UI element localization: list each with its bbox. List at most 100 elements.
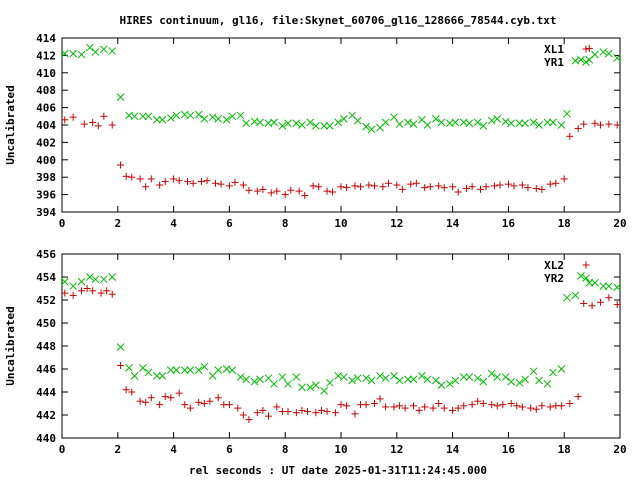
top-xl1-point <box>591 119 599 127</box>
marker-stroke <box>91 48 100 56</box>
bottom-xl2-point <box>415 406 423 414</box>
top-yr1-point <box>423 121 432 129</box>
top-yr1-point <box>99 45 108 54</box>
top-yr1-point <box>292 119 301 128</box>
bottom-yr2-point <box>194 366 203 375</box>
bottom-xl2-point <box>239 411 247 419</box>
marker-stroke <box>599 48 608 56</box>
bottom-yr2-point <box>108 273 117 281</box>
marker-stroke <box>409 375 418 384</box>
bottom-yr2-point <box>306 383 315 392</box>
top-xl1-point <box>357 183 365 191</box>
marker-stroke <box>353 374 362 383</box>
top-xl1-point <box>365 181 373 189</box>
marker-stroke <box>507 119 516 128</box>
top-xl1-point <box>337 183 345 191</box>
top-x-tick-label: 0 <box>59 217 66 230</box>
marker-stroke <box>144 368 153 377</box>
marker-stroke <box>582 274 590 282</box>
bottom-yr2-point <box>158 372 167 380</box>
top-xl1-point <box>370 182 378 190</box>
bottom-x-tick-label: 0 <box>59 443 66 456</box>
marker-stroke <box>292 373 301 381</box>
top-yr1-point <box>479 122 488 130</box>
top-xl1-point <box>287 186 295 194</box>
top-xl1-point <box>407 180 415 188</box>
marker-stroke <box>278 122 287 130</box>
marker-stroke <box>557 365 566 373</box>
marker-stroke <box>200 115 209 123</box>
top-y-tick-label: 402 <box>36 136 56 149</box>
marker-stroke <box>250 377 259 386</box>
marker-stroke <box>423 375 432 384</box>
bottom-xl2-point <box>108 290 116 298</box>
bottom-xl2-point <box>103 287 111 295</box>
bottom-xl2-point <box>273 403 281 411</box>
marker-stroke <box>381 118 390 127</box>
top-xl1-point <box>122 172 130 180</box>
bottom-y-tick-label: 450 <box>36 317 56 330</box>
bottom-yr2-point <box>362 374 370 383</box>
marker-stroke <box>320 122 329 130</box>
top-xl1-point <box>605 120 613 128</box>
marker-stroke <box>487 116 496 125</box>
bottom-panel: 0 2 4 6 8 10 12 14 16 18 20 440 442 444 446 448 450 452 45… <box>4 248 627 456</box>
top-xl1-point <box>267 189 275 197</box>
marker-stroke <box>236 373 245 381</box>
bottom-yr2-point <box>487 369 496 378</box>
bottom-legend-label-yr2: YR2 <box>544 272 564 285</box>
top-yr1-point <box>278 122 287 130</box>
bottom-xl2-point <box>390 403 398 411</box>
marker-stroke <box>563 109 571 118</box>
marker-stroke <box>214 115 223 123</box>
marker-stroke <box>557 121 566 129</box>
bottom-xl2-point <box>527 404 535 412</box>
top-xl1-point <box>552 179 560 187</box>
top-xl1-point <box>426 183 434 191</box>
marker-stroke <box>479 377 488 386</box>
bottom-x-tick-label: 14 <box>446 443 460 456</box>
top-legend-label-yr1: YR1 <box>544 56 564 69</box>
top-yr1-point <box>501 117 510 126</box>
bottom-xl2-point <box>401 404 409 412</box>
bottom-yr2-point <box>529 367 538 376</box>
marker-stroke <box>186 111 195 120</box>
top-xl1-point <box>482 183 490 191</box>
bottom-yr2-point <box>91 275 100 284</box>
top-xl1-point <box>518 181 526 189</box>
marker-stroke <box>529 367 538 376</box>
bottom-yr2-point <box>228 366 237 375</box>
bottom-y-tick-label: 448 <box>36 340 56 353</box>
marker-stroke <box>479 122 488 130</box>
bottom-yr2-point <box>557 365 566 373</box>
top-xl1-point <box>128 173 136 181</box>
marker-stroke <box>395 376 404 385</box>
bottom-yr2-point <box>409 375 418 384</box>
bottom-yr2-point <box>613 283 622 292</box>
bottom-yr2-point <box>77 277 86 286</box>
marker-stroke <box>404 118 412 127</box>
marker-stroke <box>376 372 384 380</box>
bottom-y-tick-label: 444 <box>36 386 56 399</box>
top-yr1-point <box>507 119 516 128</box>
bottom-xl2-point <box>200 400 208 407</box>
bottom-yr2-point <box>312 381 320 389</box>
bottom-xl2-point <box>488 401 496 409</box>
top-yr1-point <box>604 49 613 58</box>
top-xl1-point <box>198 178 205 186</box>
bottom-y-tick-label: 452 <box>36 294 56 307</box>
bottom-yr2-point <box>473 374 482 383</box>
bottom-xl2-point <box>468 401 476 409</box>
top-yr1-point <box>77 50 86 59</box>
bottom-xl2-point <box>546 403 554 411</box>
marker-stroke <box>139 112 147 121</box>
marker-stroke <box>69 49 78 58</box>
bottom-xl2-point <box>460 402 468 410</box>
bottom-xl2-point <box>323 408 331 416</box>
marker-stroke <box>353 116 362 125</box>
top-xl1-point <box>490 182 498 190</box>
marker-stroke <box>501 117 510 126</box>
top-yr1-point <box>158 115 167 124</box>
bottom-xl2-point <box>167 394 175 402</box>
top-yr1-point <box>353 116 362 125</box>
